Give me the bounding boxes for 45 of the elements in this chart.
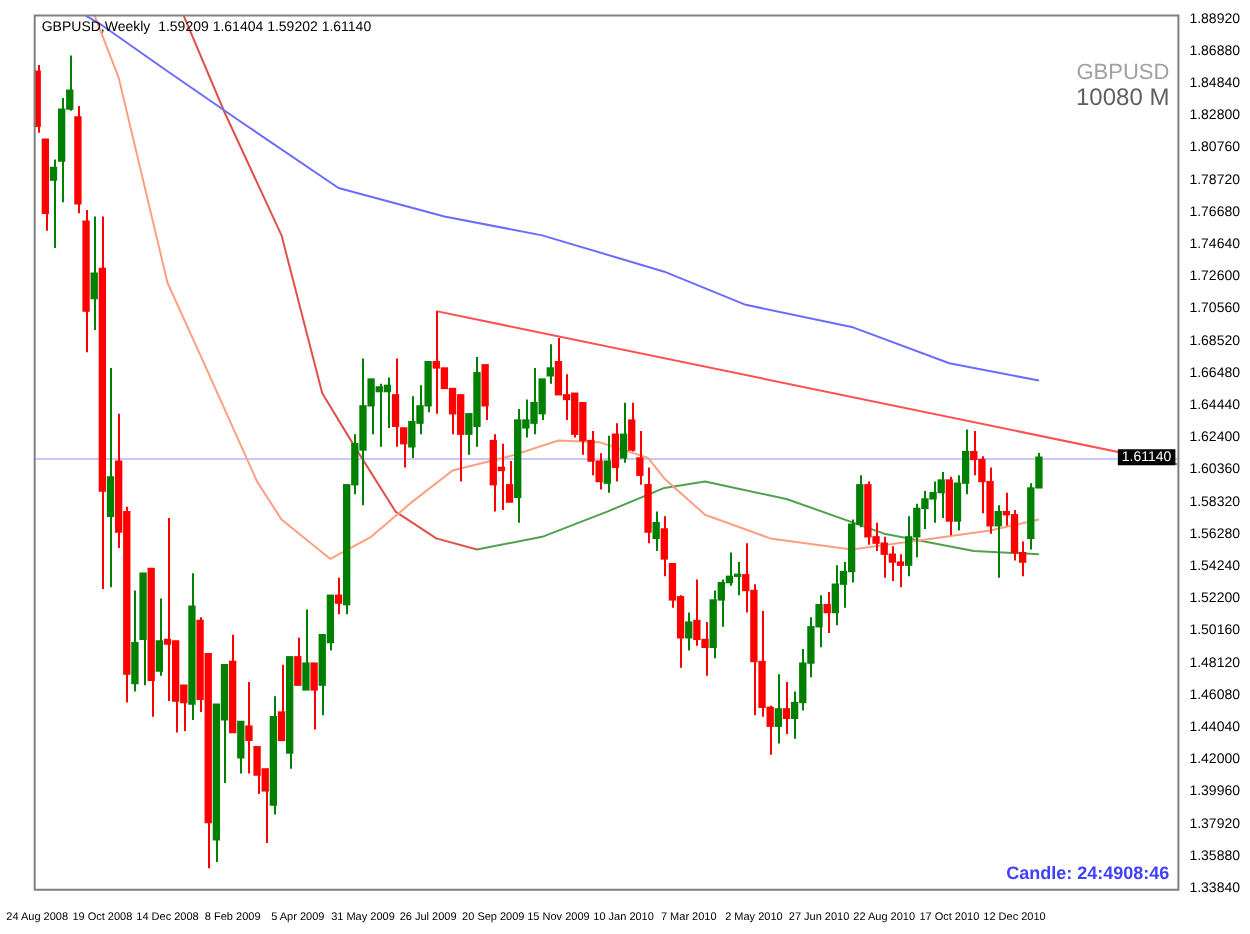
candlestick xyxy=(937,471,945,519)
candlestick xyxy=(530,366,538,436)
candlestick xyxy=(294,636,302,687)
annotation: Candle: 24:4908:46 xyxy=(1006,862,1170,883)
candlestick xyxy=(106,366,115,589)
candlestick xyxy=(90,215,98,332)
candlestick xyxy=(334,576,343,616)
candlestick xyxy=(481,363,489,422)
candlestick xyxy=(896,553,905,589)
candlestick xyxy=(391,357,400,448)
candlestick xyxy=(359,357,367,507)
candlestick xyxy=(782,681,791,736)
candlestick xyxy=(994,504,1002,579)
candlestick xyxy=(823,591,831,635)
candlestick xyxy=(611,422,620,483)
candlestick xyxy=(619,401,628,464)
candlestick xyxy=(375,382,383,448)
annotation: 10080 M xyxy=(1075,83,1170,112)
candlestick xyxy=(970,430,978,477)
annotation: GBPUSD xyxy=(1076,61,1170,86)
candlestick xyxy=(408,395,416,459)
candlestick xyxy=(831,564,839,627)
candlestick xyxy=(774,673,782,745)
candlestick xyxy=(457,393,465,483)
candlestick xyxy=(310,662,318,731)
candlestick xyxy=(685,611,693,652)
candlestick xyxy=(489,433,497,513)
candlestick xyxy=(432,310,440,415)
candlestick xyxy=(579,401,587,456)
candlestick xyxy=(888,545,896,583)
candlestick xyxy=(155,597,164,677)
candlestick xyxy=(554,336,563,396)
candlestick xyxy=(652,510,660,553)
candlestick xyxy=(693,578,701,647)
candlestick xyxy=(904,515,913,578)
candlestick xyxy=(245,681,253,775)
candlestick xyxy=(546,343,554,385)
candlestick xyxy=(277,663,286,742)
candlestick xyxy=(929,480,937,524)
candlestick xyxy=(945,475,954,537)
candlestick xyxy=(302,608,310,691)
candlestick xyxy=(628,401,636,453)
candlestick xyxy=(603,434,611,494)
candlestick xyxy=(163,516,172,702)
candlestick xyxy=(237,720,245,775)
